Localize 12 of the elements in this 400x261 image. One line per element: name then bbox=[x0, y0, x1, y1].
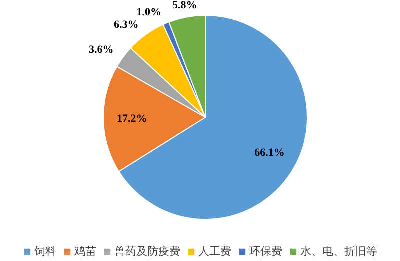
legend-label: 环保费 bbox=[250, 245, 282, 259]
legend-label: 饲料 bbox=[34, 245, 56, 259]
data-label: 66.1% bbox=[254, 147, 285, 160]
data-label: 3.6% bbox=[88, 44, 114, 56]
data-label: 6.3% bbox=[114, 19, 139, 32]
data-label: 5.8% bbox=[172, 0, 198, 12]
data-label: 1.0% bbox=[136, 6, 162, 18]
legend-label: 水、电、折旧等 bbox=[300, 245, 378, 259]
legend-label: 兽药及防疫费 bbox=[114, 244, 180, 259]
legend-label: 人工费 bbox=[198, 245, 232, 259]
data-label: 17.2% bbox=[116, 112, 148, 125]
legend-label: 鸡苗 bbox=[74, 245, 96, 259]
